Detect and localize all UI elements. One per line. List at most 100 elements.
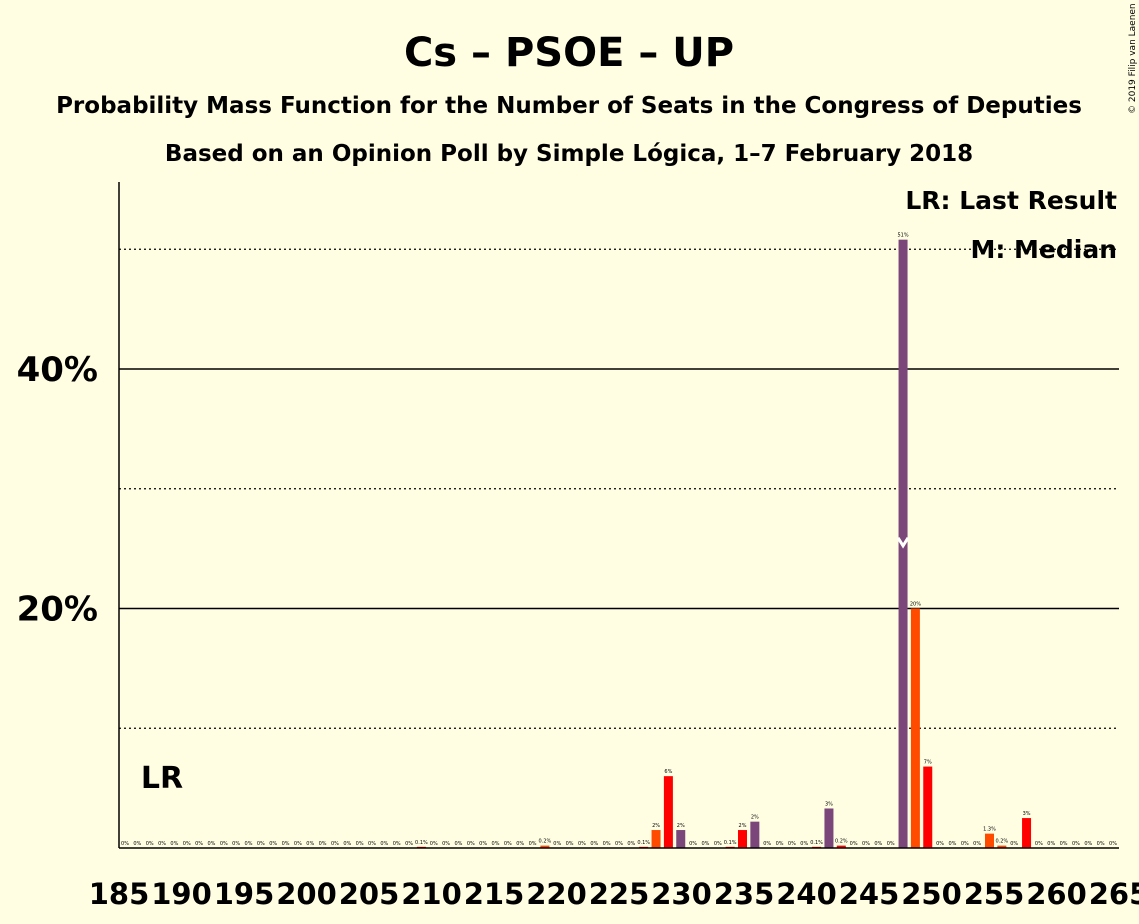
bar-seat-255: [985, 833, 994, 848]
x-tick-label-255: 255: [964, 877, 1025, 911]
bar-label-seat-256: 0.2%: [995, 839, 1008, 845]
bar-seat-249: [910, 608, 920, 848]
bar-label-seat-193: 0%: [220, 841, 228, 847]
bar-seat-230: [676, 830, 686, 848]
bar-seat-258: [1022, 818, 1032, 848]
bar-label-seat-231: 0%: [689, 841, 697, 847]
bar-label-seat-228: 2%: [652, 823, 660, 829]
x-tick-label-225: 225: [589, 877, 650, 911]
bar-label-seat-224: 0%: [603, 841, 611, 847]
bar-label-seat-241: 0.1%: [810, 840, 823, 846]
bar-label-seat-213: 0%: [467, 841, 475, 847]
bar-seat-243: [836, 845, 846, 848]
bar-label-seat-215: 0%: [492, 841, 500, 847]
bar-label-seat-191: 0%: [195, 841, 203, 847]
bar-label-seat-194: 0%: [232, 841, 240, 847]
bar-seat-256: [997, 845, 1007, 848]
x-tick-label-215: 215: [464, 877, 525, 911]
bar-label-seat-200: 0%: [306, 841, 314, 847]
bar-seat-219: [540, 845, 550, 848]
x-tick-label-235: 235: [714, 877, 775, 911]
legend-median: M: Median: [970, 235, 1117, 264]
legend-last-result: LR: Last Result: [905, 186, 1117, 215]
bar-label-seat-230: 2%: [677, 823, 685, 829]
bar-label-seat-234: 0.1%: [724, 840, 737, 846]
bar-label-seat-196: 0%: [257, 841, 265, 847]
bar-label-seat-223: 0%: [590, 841, 598, 847]
bar-seat-235: [738, 830, 747, 848]
bar-label-seat-229: 6%: [664, 769, 672, 775]
x-tick-label-205: 205: [339, 877, 400, 911]
bar-label-seat-253: 0%: [961, 841, 969, 847]
x-tick-label-195: 195: [214, 877, 275, 911]
bar-label-seat-203: 0%: [343, 841, 351, 847]
bar-label-seat-247: 0%: [887, 841, 895, 847]
bar-label-seat-208: 0%: [405, 841, 413, 847]
bar-label-seat-250: 7%: [924, 760, 932, 766]
bar-label-seat-260: 0%: [1047, 841, 1055, 847]
x-tick-label-220: 220: [526, 877, 587, 911]
x-tick-label-230: 230: [651, 877, 712, 911]
bar-seat-229: [663, 776, 673, 848]
bar-label-seat-225: 0%: [615, 841, 623, 847]
bar-label-seat-219: 0.2%: [539, 839, 552, 845]
bar-label-seat-190: 0%: [183, 841, 191, 847]
bar-label-seat-211: 0%: [442, 841, 450, 847]
bar-label-seat-201: 0%: [319, 841, 327, 847]
bar-label-seat-258: 3%: [1023, 811, 1031, 817]
bar-label-seat-199: 0%: [294, 841, 302, 847]
x-tick-label-185: 185: [89, 877, 150, 911]
chart-subtitle-source: Based on an Opinion Poll by Simple Lógic…: [165, 141, 973, 167]
bar-label-seat-198: 0%: [282, 841, 290, 847]
copyright-notice: © 2019 Filip van Laenen: [1128, 3, 1138, 114]
bar-label-seat-214: 0%: [479, 841, 487, 847]
x-tick-label-260: 260: [1026, 877, 1087, 911]
bar-label-seat-226: 0%: [627, 841, 635, 847]
x-tick-label-240: 240: [776, 877, 837, 911]
bar-label-seat-192: 0%: [207, 841, 215, 847]
bar-label-seat-251: 0%: [936, 841, 944, 847]
bar-label-seat-237: 0%: [763, 841, 771, 847]
x-axis-tick-labels: 185 190 195 200 205 210 215 220 225 230 235 240 245 2…: [89, 877, 1139, 911]
bar-label-seat-259: 0%: [1035, 841, 1043, 847]
bar-label-seat-248: 51%: [897, 233, 908, 239]
bar-label-seat-187: 0%: [146, 841, 154, 847]
chart-subtitle-description: Probability Mass Function for the Number…: [56, 93, 1082, 119]
bar-seat-236: [750, 821, 760, 848]
bar-label-seat-236: 2%: [751, 815, 759, 821]
median-marker: [896, 537, 910, 549]
bar-label-seat-257: 0%: [1010, 841, 1018, 847]
bar-label-seat-189: 0%: [170, 841, 178, 847]
bar-label-seat-216: 0%: [504, 841, 512, 847]
bar-label-seat-265: 0%: [1109, 841, 1117, 847]
last-result-marker-label: LR: [141, 761, 183, 796]
bar-label-seat-218: 0%: [529, 841, 537, 847]
bar-label-seat-209: 0.1%: [415, 840, 428, 846]
bar-label-seat-210: 0%: [430, 841, 438, 847]
bar-label-seat-212: 0%: [454, 841, 462, 847]
x-tick-label-210: 210: [401, 877, 462, 911]
x-tick-label-250: 250: [901, 877, 962, 911]
bar-label-seat-245: 0%: [862, 841, 870, 847]
x-tick-label-190: 190: [151, 877, 212, 911]
bar-seat-228: [651, 830, 661, 848]
bar-label-seat-264: 0%: [1097, 841, 1105, 847]
bar-label-seat-246: 0%: [874, 841, 882, 847]
bar-label-seat-186: 0%: [133, 841, 141, 847]
bar-label-seat-205: 0%: [368, 841, 376, 847]
x-tick-label-245: 245: [839, 877, 900, 911]
chart-title: Cs – PSOE – UP: [404, 30, 734, 76]
median-chevron-mark: [896, 537, 910, 549]
bar-label-seat-242: 3%: [825, 801, 833, 807]
bar-label-seat-255: 1.3%: [983, 827, 996, 833]
bar-label-seat-262: 0%: [1072, 841, 1080, 847]
bar-label-seat-244: 0%: [850, 841, 858, 847]
bar-label-seat-261: 0%: [1060, 841, 1068, 847]
bar-label-seat-221: 0%: [566, 841, 574, 847]
bar-label-seat-232: 0%: [701, 841, 709, 847]
bar-label-seat-243: 0.2%: [835, 839, 848, 845]
x-tick-label-200: 200: [276, 877, 337, 911]
